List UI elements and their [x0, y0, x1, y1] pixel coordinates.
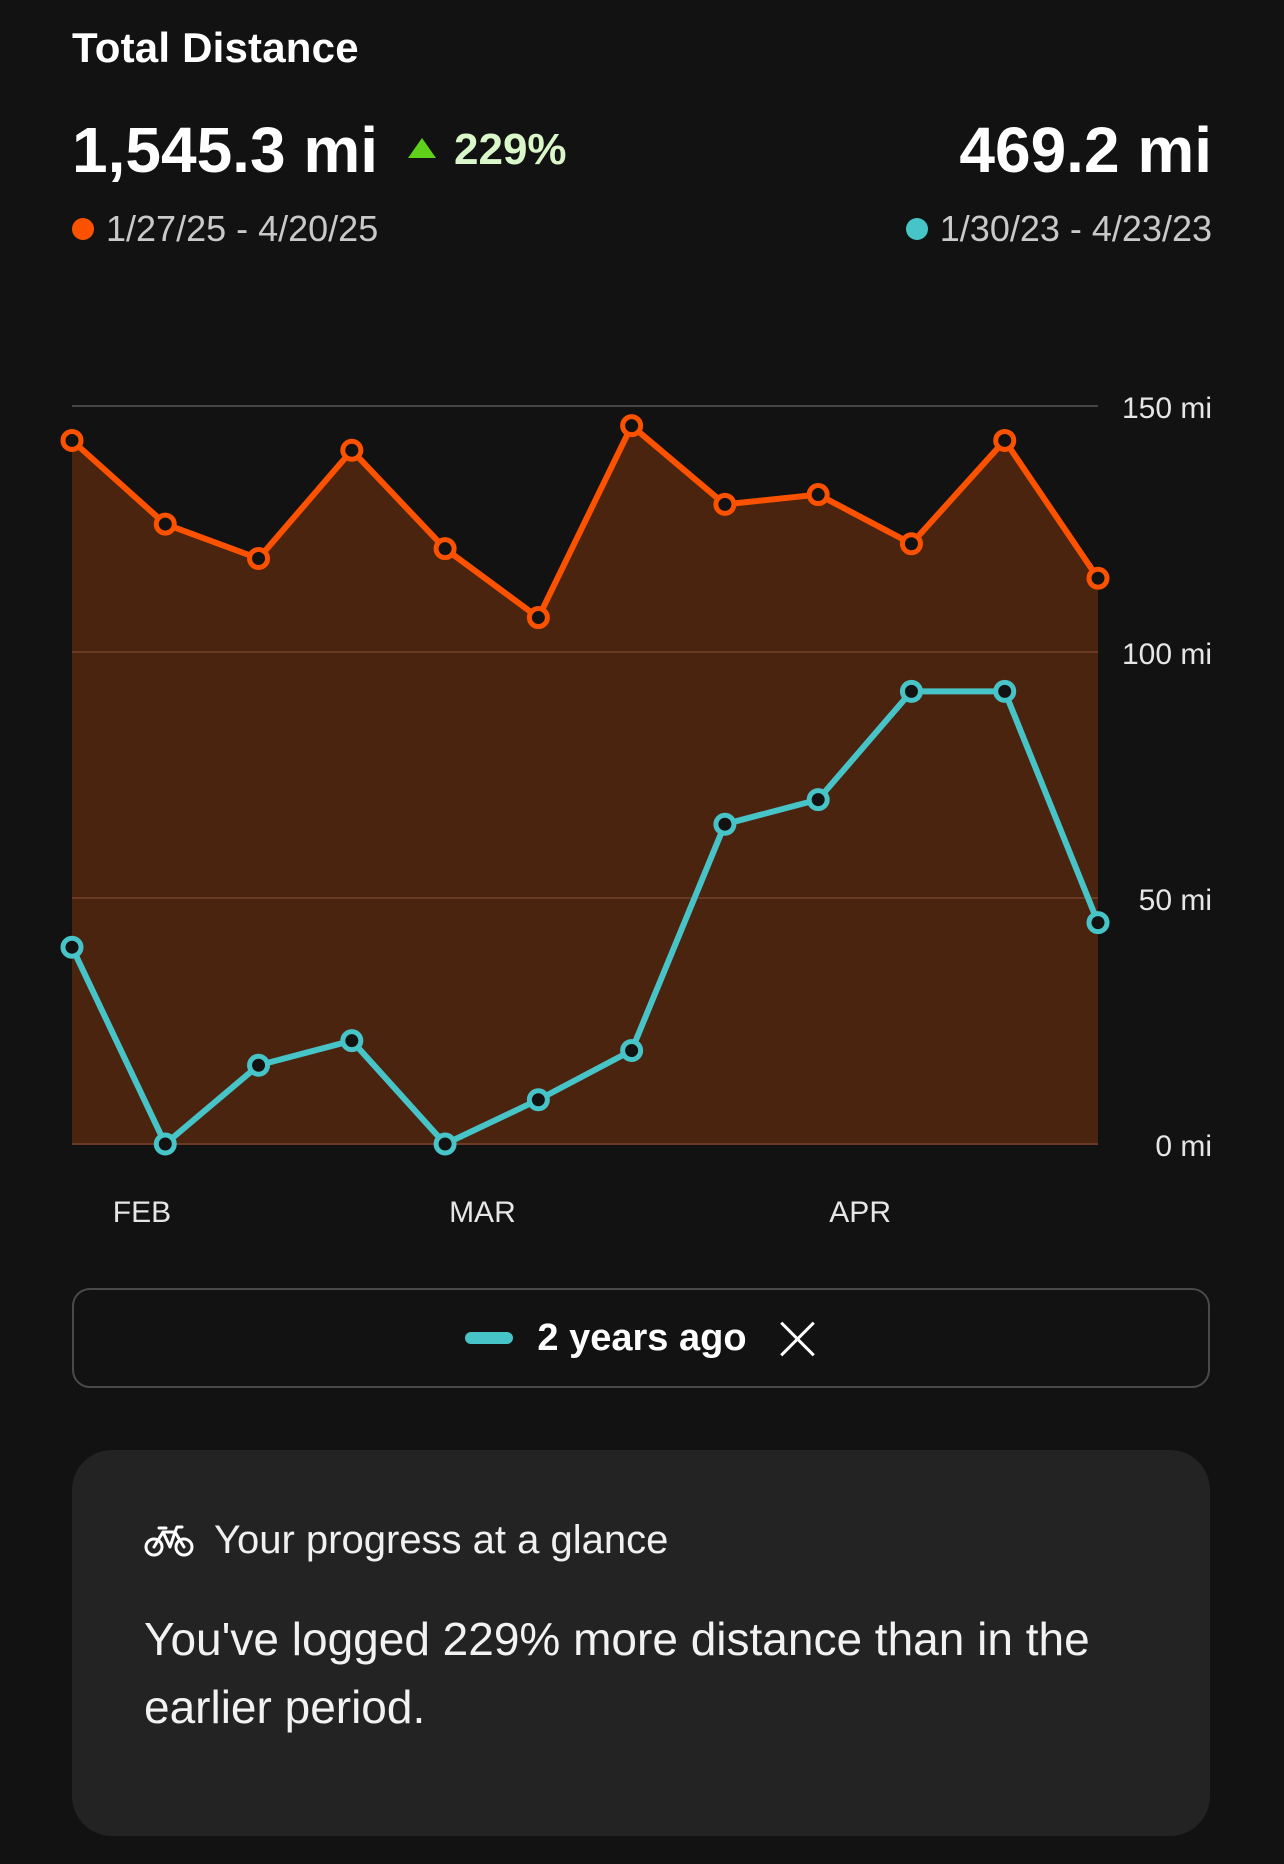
- current-series-point: [526, 606, 550, 630]
- previous-range-text: 1/30/23 - 4/23/23: [939, 208, 1212, 249]
- insight-card-message: You've logged 229% more distance than in…: [144, 1613, 1090, 1733]
- previous-series-line: [69, 688, 1101, 1147]
- previous-series-point: [1086, 911, 1110, 935]
- previous-dot-icon: [905, 218, 928, 240]
- current-series-point: [806, 483, 830, 507]
- current-range-text: 1/27/25 - 4/20/25: [106, 208, 379, 249]
- current-series-point: [340, 438, 364, 462]
- current-total-row: 1,545.3 mi 229%: [72, 118, 567, 182]
- y-tick-label: 50 mi: [1139, 884, 1212, 917]
- previous-series-point: [993, 679, 1017, 703]
- previous-series-point: [247, 1053, 271, 1077]
- insight-card-heading: Your progress at a glance: [214, 1518, 669, 1562]
- previous-series-point: [899, 679, 923, 703]
- y-tick-label: 100 mi: [1122, 638, 1212, 671]
- current-series-line: [69, 422, 1101, 621]
- insight-card-header: Your progress at a glance: [144, 1518, 1138, 1563]
- previous-series-point: [526, 1088, 550, 1112]
- current-dot-icon: [72, 218, 94, 240]
- previous-series-point: [713, 812, 737, 836]
- distance-chart[interactable]: 150 mi 100 mi 50 mi 0 mi FEB MAR APR: [0, 380, 1284, 1250]
- current-series-point: [993, 428, 1017, 452]
- comparison-chip-label: 2 years ago: [537, 1316, 747, 1359]
- x-tick-label: FEB: [113, 1196, 171, 1229]
- current-series-point: [713, 492, 737, 516]
- previous-series-swatch-icon: [465, 1332, 514, 1344]
- previous-series-point: [806, 788, 830, 812]
- previous-series-point: [60, 935, 84, 959]
- close-icon[interactable]: [777, 1318, 817, 1358]
- increase-arrow-icon: [408, 138, 436, 158]
- previous-series-point: [340, 1029, 364, 1053]
- page-title: Total Distance: [72, 24, 359, 71]
- change-indicator: 229%: [408, 125, 567, 175]
- previous-total: 469.2 mi: [959, 114, 1212, 186]
- current-series-point: [153, 512, 177, 536]
- current-series-point: [620, 414, 644, 438]
- comparison-chip[interactable]: 2 years ago: [72, 1288, 1210, 1388]
- current-series-point: [1086, 566, 1110, 590]
- y-tick-label: 0 mi: [1155, 1130, 1212, 1163]
- current-range: 1/27/25 - 4/20/25: [72, 208, 378, 250]
- previous-range: 1/30/23 - 4/23/23: [905, 208, 1212, 250]
- x-tick-label: MAR: [449, 1196, 516, 1229]
- bicycle-icon: [144, 1525, 194, 1556]
- current-area-fill: [72, 425, 1098, 1144]
- current-total: 1,545.3 mi: [72, 114, 378, 186]
- insight-card: Your progress at a glance You've logged …: [72, 1450, 1210, 1836]
- previous-series-point: [153, 1132, 177, 1156]
- current-series-point: [433, 537, 457, 561]
- current-series-point: [247, 547, 271, 571]
- x-tick-label: APR: [829, 1196, 891, 1229]
- y-tick-label: 150 mi: [1122, 392, 1212, 425]
- previous-series-point: [620, 1039, 644, 1063]
- previous-series-point: [433, 1132, 457, 1156]
- current-series-point: [899, 532, 923, 556]
- current-series-point: [60, 428, 84, 452]
- change-percent: 229%: [454, 125, 567, 174]
